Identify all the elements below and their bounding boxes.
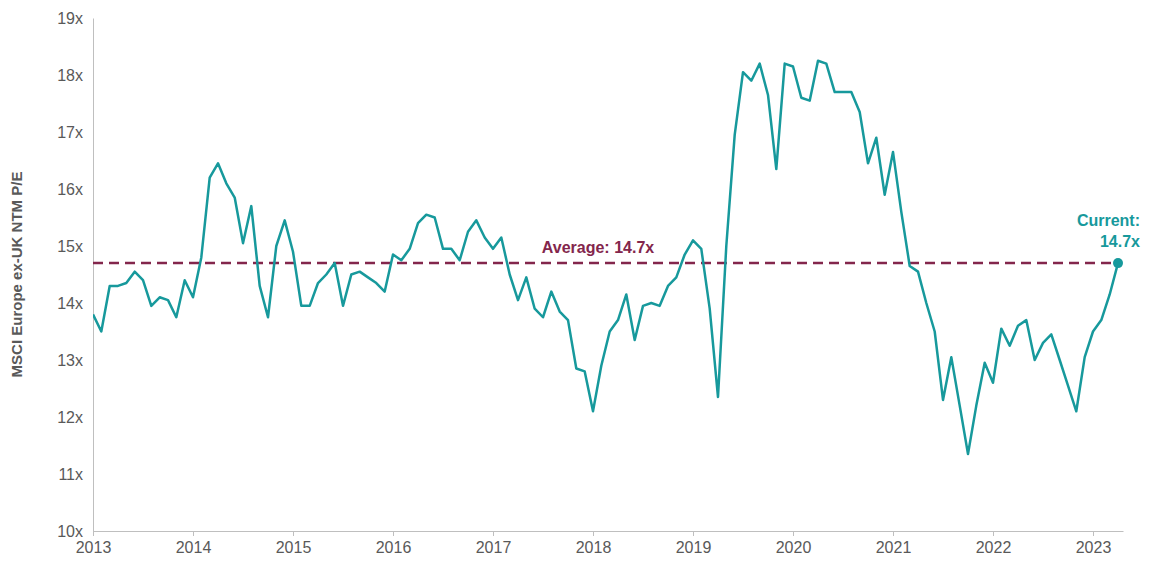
x-tick-label: 2014 [176,539,212,556]
x-tick: 2019 [676,531,712,556]
current-marker [1113,258,1123,268]
x-tick: 2021 [876,531,912,556]
x-tick-label: 2017 [476,539,512,556]
average-label: Average: 14.7x [542,239,654,256]
x-tick: 2014 [176,531,212,556]
y-tick-label: 15x [57,238,83,255]
y-tick-label: 17x [57,124,83,141]
y-tick-label: 16x [57,181,83,198]
x-tick-label: 2019 [676,539,712,556]
y-tick: 16x [57,181,93,198]
y-tick: 10x [57,523,93,540]
x-tick: 2017 [476,531,512,556]
x-tick-label: 2015 [276,539,312,556]
x-tick: 2016 [376,531,412,556]
y-tick: 13x [57,352,93,369]
x-tick: 2023 [1076,531,1112,556]
x-tick-label: 2020 [776,539,812,556]
y-tick: 17x [57,124,93,141]
pe-line [93,61,1118,454]
current-label: Current: [1077,212,1140,229]
x-tick-mark [493,531,494,536]
x-tick-label: 2023 [1076,539,1112,556]
y-tick: 14x [57,295,93,312]
y-tick-label: 18x [57,67,83,84]
y-tick-label: 11x [58,466,83,483]
x-tick-mark [393,531,394,536]
x-axis: 2013 2014 2015 2016 2017 2018 2019 2020 2021 2022… [76,531,1124,556]
x-tick-mark [93,531,94,536]
average-line [93,262,1118,265]
x-tick-mark [793,531,794,536]
x-tick-mark [693,531,694,536]
x-tick-label: 2016 [376,539,412,556]
current-label: 14.7x [1100,233,1140,250]
y-tick-label: 10x [57,523,83,540]
x-tick-label: 2013 [76,539,112,556]
y-tick: 18x [57,67,93,84]
chart: 10x11x12x13x14x15x16x17x18x19x2013201420… [0,0,1152,577]
y-tick: 19x [57,10,93,27]
y-axis: 10x 11x 12x 13x 14x 15x 16x 17x 18x 19x [57,10,93,540]
plot-area [93,61,1123,454]
x-tick-mark [1093,531,1094,536]
x-tick-mark [993,531,994,536]
x-tick: 2015 [276,531,312,556]
x-tick-mark [293,531,294,536]
y-tick-label: 12x [57,409,83,426]
x-tick-mark [593,531,594,536]
x-tick-label: 2022 [976,539,1012,556]
y-tick-label: 13x [57,352,83,369]
x-tick: 2013 [76,531,112,556]
x-tick: 2018 [576,531,612,556]
y-tick-label: 19x [57,10,83,27]
x-tick-mark [893,531,894,536]
y-tick: 11x [58,466,93,483]
y-axis-line [93,19,94,532]
x-tick-label: 2018 [576,539,612,556]
y-tick: 12x [57,409,93,426]
y-tick: 15x [57,238,93,255]
x-tick-mark [193,531,194,536]
y-axis-title: MSCI Europe ex-UK NTM P/E [8,172,25,378]
x-tick: 2020 [776,531,812,556]
x-axis-line [94,531,1124,532]
x-tick-label: 2021 [876,539,912,556]
x-tick: 2022 [976,531,1012,556]
y-tick-label: 14x [57,295,83,312]
